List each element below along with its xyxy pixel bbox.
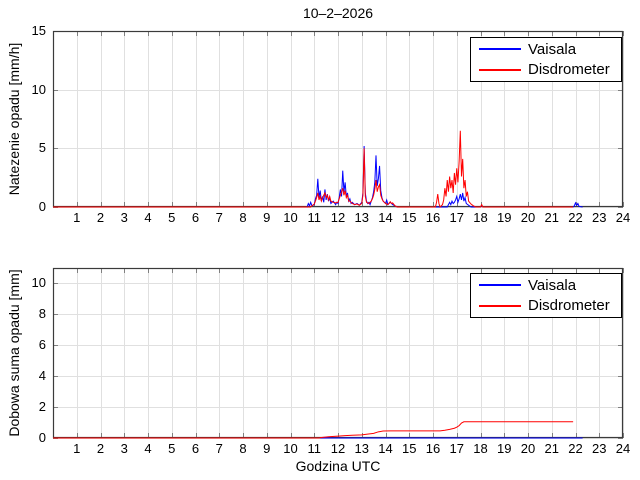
y-tick-label: 10 (31, 275, 46, 291)
legend-label-vaisala: Vaisala (528, 276, 577, 294)
x-tick-label: 18 (473, 210, 488, 225)
x-tick-label: 17 (449, 210, 464, 225)
x-tick-label: 21 (544, 210, 559, 225)
y-tick-label: 0 (38, 199, 46, 214)
x-tick-label: 12 (330, 210, 346, 225)
disdrometer-data-line (53, 421, 574, 439)
x-tick-label: 9 (263, 441, 271, 456)
disdrometer-line-sample (479, 304, 521, 307)
legend-daily-sum: Vaisala Disdrometer (470, 273, 622, 318)
x-tick-label: 1 (73, 210, 81, 225)
x-tick-label: 15 (402, 210, 417, 225)
legend-entry-disdrometer: Disdrometer (471, 296, 621, 315)
legend-label-vaisala: Vaisala (528, 40, 577, 58)
x-tick-label: 22 (568, 210, 583, 225)
plot-title: 10–2–2026 (302, 5, 374, 21)
x-tick-label: 10 (283, 441, 298, 456)
x-tick-label: 7 (215, 210, 223, 225)
y-tick-label: 15 (31, 23, 46, 38)
x-tick-label: 5 (168, 441, 176, 456)
legend-entry-disdrometer: Disdrometer (471, 60, 621, 79)
x-tick-label: 20 (520, 210, 536, 225)
x-tick-label: 23 (592, 441, 607, 456)
y-tick-label: 6 (38, 337, 46, 353)
x-tick-label: 13 (354, 210, 369, 225)
legend-label-disdrometer: Disdrometer (528, 297, 610, 315)
x-tick-label: 19 (497, 441, 512, 456)
x-tick-label: 3 (120, 441, 128, 456)
disdrometer-line-sample (479, 68, 521, 71)
x-tick-label: 2 (96, 441, 105, 456)
x-tick-label: 11 (307, 441, 322, 456)
x-tick-label: 9 (263, 210, 271, 225)
disdrometer-data-line (53, 130, 574, 208)
y-tick-label: 5 (38, 140, 46, 156)
x-tick-label: 4 (144, 210, 152, 225)
x-tick-label: 2 (96, 210, 105, 225)
x-tick-label: 10 (283, 210, 298, 225)
vaisala-line-sample (479, 48, 521, 51)
x-tick-label: 1 (73, 441, 81, 456)
x-tick-label: 7 (215, 441, 223, 456)
x-tick-label: 24 (615, 441, 631, 456)
x-tick-label: 5 (168, 210, 176, 225)
x-tick-label: 6 (191, 210, 200, 225)
x-tick-label: 18 (473, 441, 488, 456)
y-tick-label: 8 (38, 306, 46, 322)
y-tick-label: 2 (38, 399, 46, 415)
x-tick-label: 17 (449, 441, 464, 456)
x-tick-label: 22 (568, 441, 583, 456)
x-tick-label: 4 (144, 441, 152, 456)
x-tick-label: 8 (239, 210, 247, 225)
x-tick-label: 24 (615, 210, 631, 225)
y-tick-label: 4 (38, 368, 46, 384)
x-tick-label: 3 (120, 210, 128, 225)
x-tick-label: 23 (592, 210, 607, 225)
y-tick-label: 0 (38, 430, 46, 445)
x-tick-label: 16 (425, 210, 441, 225)
x-tick-label: 11 (307, 210, 322, 225)
x-tick-label: 15 (402, 441, 417, 456)
x-tick-label: 14 (378, 441, 393, 456)
x-tick-label: 21 (544, 441, 559, 456)
legend-intensity: Vaisala Disdrometer (470, 37, 622, 82)
x-tick-label: 16 (425, 441, 441, 456)
x-tick-label: 13 (354, 441, 369, 456)
vaisala-line-sample (479, 284, 521, 287)
legend-label-disdrometer: Disdrometer (528, 61, 610, 79)
x-tick-label: 20 (520, 441, 536, 456)
legend-entry-vaisala: Vaisala (471, 276, 621, 295)
x-tick-label: 12 (330, 441, 346, 456)
x-tick-label: 14 (378, 210, 393, 225)
y-tick-label: 10 (31, 81, 46, 97)
legend-entry-vaisala: Vaisala (471, 40, 621, 59)
xlabel-godzina-utc: Godzina UTC (295, 458, 381, 474)
x-tick-label: 19 (497, 210, 512, 225)
x-tick-label: 6 (191, 441, 200, 456)
x-tick-label: 8 (239, 441, 247, 456)
